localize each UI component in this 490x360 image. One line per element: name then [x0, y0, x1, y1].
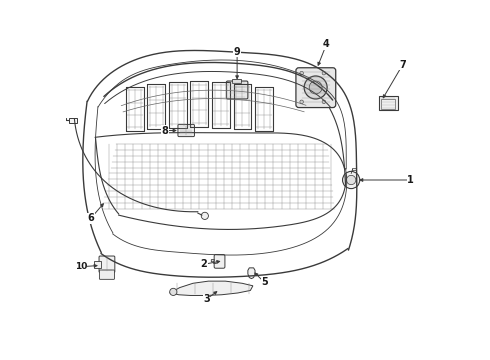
Polygon shape: [69, 118, 77, 123]
Text: 1: 1: [407, 175, 414, 185]
Text: 7: 7: [399, 59, 406, 69]
Bar: [95, 261, 101, 268]
Circle shape: [346, 175, 356, 185]
Circle shape: [201, 212, 208, 220]
Polygon shape: [211, 260, 215, 262]
Text: 6: 6: [87, 213, 94, 223]
Text: 9: 9: [234, 46, 241, 57]
Polygon shape: [170, 281, 253, 296]
Polygon shape: [248, 268, 255, 279]
Bar: [379, 96, 398, 110]
Text: 5: 5: [261, 277, 268, 287]
Text: 2: 2: [200, 259, 207, 269]
Text: 8: 8: [161, 126, 168, 135]
FancyBboxPatch shape: [99, 270, 115, 279]
Bar: [232, 79, 242, 83]
Text: 3: 3: [203, 294, 210, 304]
FancyBboxPatch shape: [214, 255, 225, 268]
Circle shape: [343, 171, 360, 189]
FancyBboxPatch shape: [296, 68, 336, 108]
FancyBboxPatch shape: [226, 81, 248, 99]
Bar: [352, 168, 356, 170]
FancyBboxPatch shape: [178, 125, 195, 136]
Circle shape: [300, 71, 303, 75]
Circle shape: [304, 76, 327, 99]
Circle shape: [170, 288, 177, 296]
Text: 10: 10: [74, 262, 87, 271]
Circle shape: [300, 100, 303, 104]
Bar: [381, 99, 395, 109]
Circle shape: [322, 71, 326, 75]
Text: 4: 4: [323, 40, 330, 49]
Circle shape: [309, 81, 322, 94]
Circle shape: [322, 100, 326, 104]
FancyBboxPatch shape: [99, 256, 115, 273]
